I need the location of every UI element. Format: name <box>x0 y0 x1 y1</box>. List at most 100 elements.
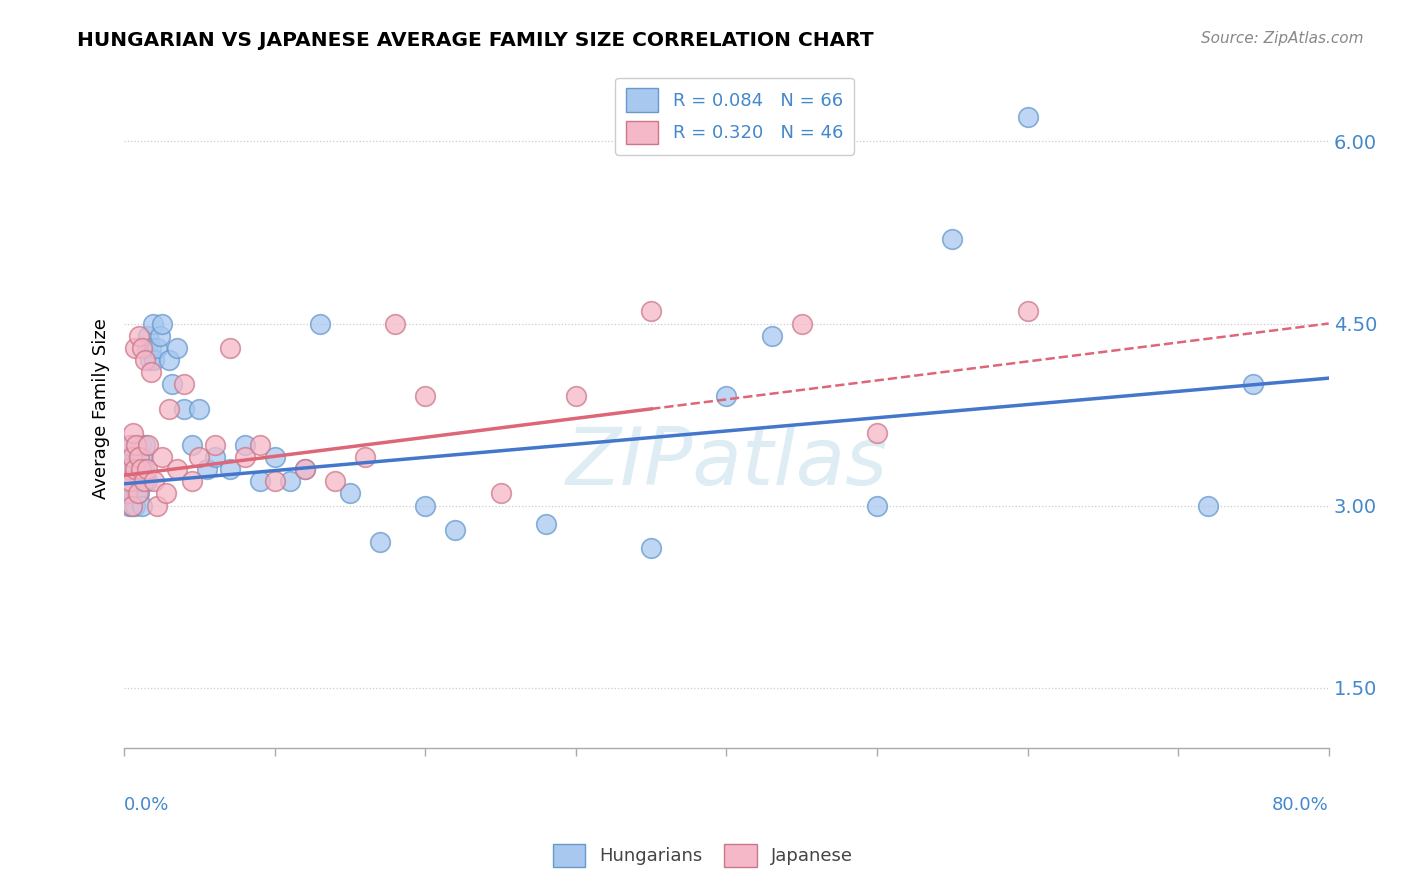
Point <box>1241 377 1264 392</box>
Point <box>534 516 557 531</box>
Point <box>195 462 218 476</box>
Point <box>122 425 145 440</box>
Point <box>155 486 177 500</box>
Point <box>118 462 141 476</box>
Point <box>135 462 157 476</box>
Point <box>204 438 226 452</box>
Point <box>139 353 162 368</box>
Point <box>134 438 156 452</box>
Point <box>150 317 173 331</box>
Point <box>129 438 152 452</box>
Point <box>233 450 256 464</box>
Legend: Hungarians, Japanese: Hungarians, Japanese <box>546 837 860 874</box>
Point <box>121 475 143 489</box>
Point <box>122 462 145 476</box>
Point <box>114 475 136 489</box>
Point <box>166 341 188 355</box>
Point <box>132 475 155 489</box>
Point <box>128 450 150 464</box>
Point <box>173 401 195 416</box>
Point <box>115 462 138 476</box>
Point <box>121 499 143 513</box>
Point <box>309 317 332 331</box>
Point <box>263 475 285 489</box>
Point <box>131 341 153 355</box>
Point <box>135 475 157 489</box>
Point <box>118 450 141 464</box>
Point <box>118 499 141 513</box>
Point <box>415 389 437 403</box>
Point <box>294 462 316 476</box>
Point <box>181 475 204 489</box>
Point <box>218 462 240 476</box>
Point <box>120 486 142 500</box>
Point <box>166 462 188 476</box>
Point <box>141 365 163 379</box>
Point <box>129 462 152 476</box>
Point <box>136 328 159 343</box>
Point <box>1017 110 1039 124</box>
Legend: R = 0.084   N = 66, R = 0.320   N = 46: R = 0.084 N = 66, R = 0.320 N = 46 <box>614 78 853 154</box>
Point <box>146 341 169 355</box>
Point <box>127 475 149 489</box>
Point <box>124 475 146 489</box>
Text: Source: ZipAtlas.com: Source: ZipAtlas.com <box>1201 31 1364 46</box>
Point <box>1017 304 1039 318</box>
Point <box>188 450 211 464</box>
Point <box>115 486 138 500</box>
Point <box>124 462 146 476</box>
Point <box>124 450 146 464</box>
Point <box>941 231 963 245</box>
Point <box>1197 499 1219 513</box>
Point <box>128 486 150 500</box>
Point <box>125 486 148 500</box>
Point <box>128 328 150 343</box>
Point <box>124 499 146 513</box>
Point <box>233 438 256 452</box>
Y-axis label: Average Family Size: Average Family Size <box>93 318 110 499</box>
Point <box>162 377 184 392</box>
Point <box>368 535 391 549</box>
Point <box>157 401 180 416</box>
Text: HUNGARIAN VS JAPANESE AVERAGE FAMILY SIZE CORRELATION CHART: HUNGARIAN VS JAPANESE AVERAGE FAMILY SIZ… <box>77 31 875 50</box>
Point <box>121 499 143 513</box>
Point <box>120 475 142 489</box>
Point <box>157 353 180 368</box>
Point <box>384 317 406 331</box>
Point <box>790 317 813 331</box>
Point <box>146 499 169 513</box>
Point <box>249 438 271 452</box>
Point <box>131 450 153 464</box>
Point <box>115 486 138 500</box>
Point <box>716 389 738 403</box>
Point <box>127 450 149 464</box>
Point <box>122 486 145 500</box>
Point <box>127 486 149 500</box>
Point <box>323 475 346 489</box>
Point <box>125 438 148 452</box>
Point <box>866 499 889 513</box>
Point <box>489 486 512 500</box>
Point <box>118 438 141 452</box>
Point <box>640 541 662 556</box>
Point <box>339 486 361 500</box>
Point <box>128 462 150 476</box>
Point <box>124 341 146 355</box>
Point <box>120 475 142 489</box>
Point <box>278 475 301 489</box>
Point <box>132 462 155 476</box>
Point <box>131 499 153 513</box>
Point <box>114 475 136 489</box>
Point <box>149 328 172 343</box>
Point <box>121 438 143 452</box>
Text: 0.0%: 0.0% <box>124 796 170 814</box>
Point <box>263 450 285 464</box>
Text: 80.0%: 80.0% <box>1272 796 1329 814</box>
Point <box>143 353 166 368</box>
Point <box>134 353 156 368</box>
Point <box>143 475 166 489</box>
Point <box>415 499 437 513</box>
Point <box>121 450 143 464</box>
Point <box>354 450 377 464</box>
Point <box>249 475 271 489</box>
